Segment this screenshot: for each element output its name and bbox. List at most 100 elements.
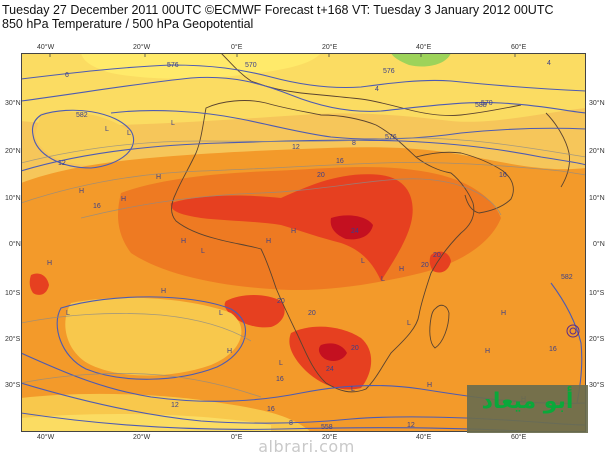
contour-label: 16 bbox=[276, 376, 284, 383]
lat-label-left: 30°N bbox=[5, 100, 21, 107]
pressure-marker: H bbox=[427, 382, 432, 389]
temp-field-mild-south-atlantic bbox=[65, 297, 242, 376]
lat-label-right: 20°S bbox=[589, 336, 605, 343]
contour-label: 576 bbox=[383, 68, 395, 75]
contour-label: 16 bbox=[499, 172, 507, 179]
pressure-marker: L bbox=[381, 276, 385, 283]
contour-582-loop-west bbox=[31, 109, 134, 169]
contour-label: 4 bbox=[375, 86, 379, 93]
contour-label: 12 bbox=[407, 422, 415, 429]
temp-field-very-hot-atlantic bbox=[29, 273, 49, 295]
pressure-marker: L bbox=[127, 130, 131, 137]
contour-label: 8 bbox=[352, 140, 356, 147]
contour-label: 16 bbox=[549, 346, 557, 353]
pressure-marker: L bbox=[351, 386, 355, 393]
pressure-marker: H bbox=[161, 288, 166, 295]
pressure-marker: H bbox=[47, 260, 52, 267]
pressure-marker: H bbox=[121, 196, 126, 203]
contour-label: 12 bbox=[292, 144, 300, 151]
lat-label-left: 20°S bbox=[5, 336, 21, 343]
contour-label: 588 bbox=[475, 102, 487, 109]
pressure-marker: H bbox=[156, 174, 161, 181]
lon-label-bottom: 20°W bbox=[133, 434, 151, 441]
lat-label-left: 20°N bbox=[5, 148, 21, 155]
lon-label-top: 40°E bbox=[416, 44, 432, 51]
contour-label: 24 bbox=[326, 366, 334, 373]
forecast-map[interactable]: 6 582 576 570 576 4 12 16 12 16 20 20 8 … bbox=[21, 53, 586, 432]
coastline-europe bbox=[220, 53, 522, 116]
temp-field-cool-south-2 bbox=[21, 413, 271, 432]
contour-label: 12 bbox=[171, 402, 179, 409]
contour-label: 576 bbox=[385, 134, 397, 141]
watermark-badge bbox=[467, 385, 588, 433]
contour-558-south bbox=[21, 412, 522, 432]
contour-582-north bbox=[21, 76, 586, 114]
lon-label-top: 20°W bbox=[133, 44, 151, 51]
contour-label: 4 bbox=[547, 60, 551, 67]
contour-label: 582 bbox=[561, 274, 573, 281]
coastline-madagascar bbox=[429, 304, 450, 349]
temp-field-green-patch bbox=[391, 53, 451, 67]
pressure-marker: H bbox=[227, 348, 232, 355]
lon-label-top: 20°E bbox=[322, 44, 338, 51]
contour-label: 582 bbox=[76, 112, 88, 119]
lat-label-left: 0°N bbox=[9, 241, 21, 248]
lon-label-top: 40°W bbox=[37, 44, 55, 51]
coastlines bbox=[171, 53, 570, 393]
cyclone-symbol bbox=[566, 324, 580, 338]
contour-label: 24 bbox=[351, 228, 359, 235]
temp-contour-16 bbox=[21, 162, 586, 204]
watermark-url: albrari.com bbox=[258, 437, 355, 456]
contour-576-north bbox=[21, 64, 586, 92]
temp-contour-16-south bbox=[21, 313, 252, 342]
temp-contour-12 bbox=[21, 137, 586, 164]
lat-label-right: 30°S bbox=[589, 382, 605, 389]
pressure-marker: H bbox=[485, 348, 490, 355]
pressure-marker: L bbox=[279, 360, 283, 367]
lat-label-left: 10°N bbox=[5, 195, 21, 202]
contour-label: 20 bbox=[277, 298, 285, 305]
temp-contour-12-south bbox=[21, 373, 262, 398]
temp-contour-20 bbox=[80, 178, 502, 219]
contour-label: 20 bbox=[308, 310, 316, 317]
contour-label: 570 bbox=[481, 100, 493, 107]
lon-label-bottom: 40°E bbox=[416, 434, 432, 441]
lat-label-right: 20°N bbox=[589, 148, 605, 155]
lon-label-top: 0°E bbox=[231, 44, 243, 51]
pressure-marker: L bbox=[171, 120, 175, 127]
contour-label: 12 bbox=[58, 160, 66, 167]
map-subtitle: 850 hPa Temperature / 500 hPa Geopotenti… bbox=[2, 17, 254, 31]
contour-label: 20 bbox=[351, 345, 359, 352]
contour-label: 16 bbox=[267, 406, 275, 413]
pressure-marker: H bbox=[181, 238, 186, 245]
contour-label: 558 bbox=[321, 424, 333, 431]
lat-label-right: 30°N bbox=[589, 100, 605, 107]
temp-field-very-hot-west bbox=[224, 295, 285, 328]
contour-label: 576 bbox=[167, 62, 179, 69]
lat-label-right: 10°S bbox=[589, 290, 605, 297]
contour-label: 8 bbox=[289, 420, 293, 427]
lat-label-left: 10°S bbox=[5, 290, 21, 297]
pressure-marker: H bbox=[291, 228, 296, 235]
lat-label-right: 0°N bbox=[593, 241, 605, 248]
pressure-marker: H bbox=[266, 238, 271, 245]
pressure-marker: L bbox=[66, 310, 70, 317]
contour-label: 20 bbox=[421, 262, 429, 269]
watermark-arabic: أبو ميعاد bbox=[481, 389, 574, 414]
contour-label: 16 bbox=[93, 203, 101, 210]
lon-label-bottom: 60°E bbox=[511, 434, 527, 441]
temp-field-very-hot-central bbox=[170, 174, 413, 281]
contour-588 bbox=[110, 110, 586, 140]
map-title: Tuesday 27 December 2011 00UTC ©ECMWF Fo… bbox=[2, 3, 554, 17]
temp-field-extreme-south bbox=[318, 343, 347, 361]
pressure-marker: L bbox=[407, 320, 411, 327]
pressure-marker: H bbox=[399, 266, 404, 273]
lon-label-bottom: 20°E bbox=[322, 434, 338, 441]
temperature-contours bbox=[21, 137, 586, 398]
lon-label-top: 60°E bbox=[511, 44, 527, 51]
pressure-marker: H bbox=[501, 310, 506, 317]
temp-field-extreme-central bbox=[330, 215, 373, 240]
pressure-marker: L bbox=[361, 258, 365, 265]
contour-label: 20 bbox=[433, 252, 441, 259]
pressure-marker: H bbox=[79, 188, 84, 195]
